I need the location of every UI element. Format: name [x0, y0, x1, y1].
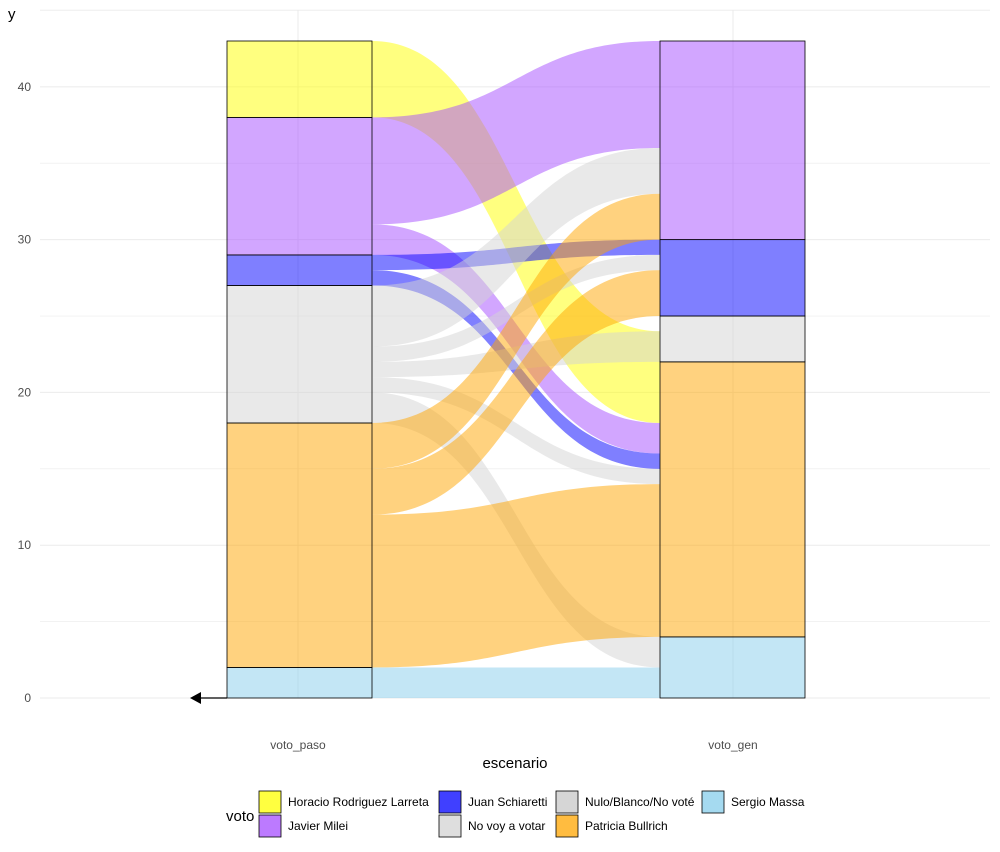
legend-label-no-voy-a-votar: No voy a votar — [468, 819, 545, 833]
legend: voto Horacio Rodriguez Larreta Javier Mile… — [226, 790, 805, 838]
flow-no-voy-a-votar — [372, 147, 660, 347]
legend-title: voto — [226, 808, 254, 825]
flow-sergio-massa — [372, 667, 660, 698]
y-tick-label: 20 — [18, 385, 32, 399]
flow-patricia-bullrich — [372, 484, 660, 668]
legend-label-horacio-rodriguez-larreta: Horacio Rodriguez Larreta — [288, 795, 429, 809]
y-tick-label: 40 — [18, 80, 32, 94]
legend-swatch-sergio-massa — [701, 790, 725, 814]
legend-swatch-juan-schiaretti — [438, 790, 462, 814]
stratum-voto_paso-no-voy-a-votar — [226, 285, 373, 424]
x-tick-label: voto_gen — [708, 738, 757, 752]
stratum-voto_gen-javier-milei — [659, 40, 806, 241]
flow-patricia-bullrich — [372, 193, 660, 469]
legend-label-juan-schiaretti: Juan Schiaretti — [468, 795, 547, 809]
legend-swatch-horacio-rodriguez-larreta — [258, 790, 282, 814]
legend-label-javier-milei: Javier Milei — [288, 819, 348, 833]
stratum-voto_paso-horacio-rodriguez-larreta — [226, 40, 373, 118]
legend-label-nulo-blanco-no-vote: Nulo/Blanco/No voté — [585, 795, 695, 809]
y-tick-label: 30 — [18, 233, 32, 247]
stratum-voto_paso-patricia-bullrich — [226, 422, 373, 668]
legend-swatch-no-voy-a-votar — [438, 814, 462, 838]
stratum-voto_gen-patricia-bullrich — [659, 361, 806, 638]
baseline-arrow-head — [190, 692, 201, 704]
axes: 0 10 20 30 40 y voto_paso voto_gen escenario — [8, 6, 758, 772]
stratum-voto_gen-sergio-massa — [659, 636, 806, 699]
y-tick-label: 0 — [24, 691, 31, 705]
stratum-voto_paso-sergio-massa — [226, 667, 373, 699]
legend-label-sergio-massa: Sergio Massa — [731, 795, 805, 809]
y-axis-title: y — [8, 6, 16, 23]
flow-no-voy-a-votar — [372, 377, 660, 485]
flow-patricia-bullrich — [372, 270, 660, 515]
legend-swatch-patricia-bullrich — [555, 814, 579, 838]
stratum-voto_gen-juan-schiaretti — [659, 239, 806, 317]
x-tick-label: voto_paso — [270, 738, 326, 752]
x-axis-title: escenario — [482, 755, 547, 772]
legend-swatch-javier-milei — [258, 814, 282, 838]
stratum-voto_gen-no-voy-a-votar — [659, 315, 806, 363]
flow-no-voy-a-votar — [372, 331, 660, 378]
strata — [226, 40, 806, 699]
flows — [372, 41, 660, 698]
y-tick-label: 10 — [18, 538, 32, 552]
flow-javier-milei — [372, 41, 660, 225]
legend-swatch-nulo-blanco-no-vote — [555, 790, 579, 814]
stratum-voto_paso-juan-schiaretti — [226, 254, 373, 286]
stratum-voto_paso-javier-milei — [226, 116, 373, 256]
legend-label-patricia-bullrich: Patricia Bullrich — [585, 819, 668, 833]
